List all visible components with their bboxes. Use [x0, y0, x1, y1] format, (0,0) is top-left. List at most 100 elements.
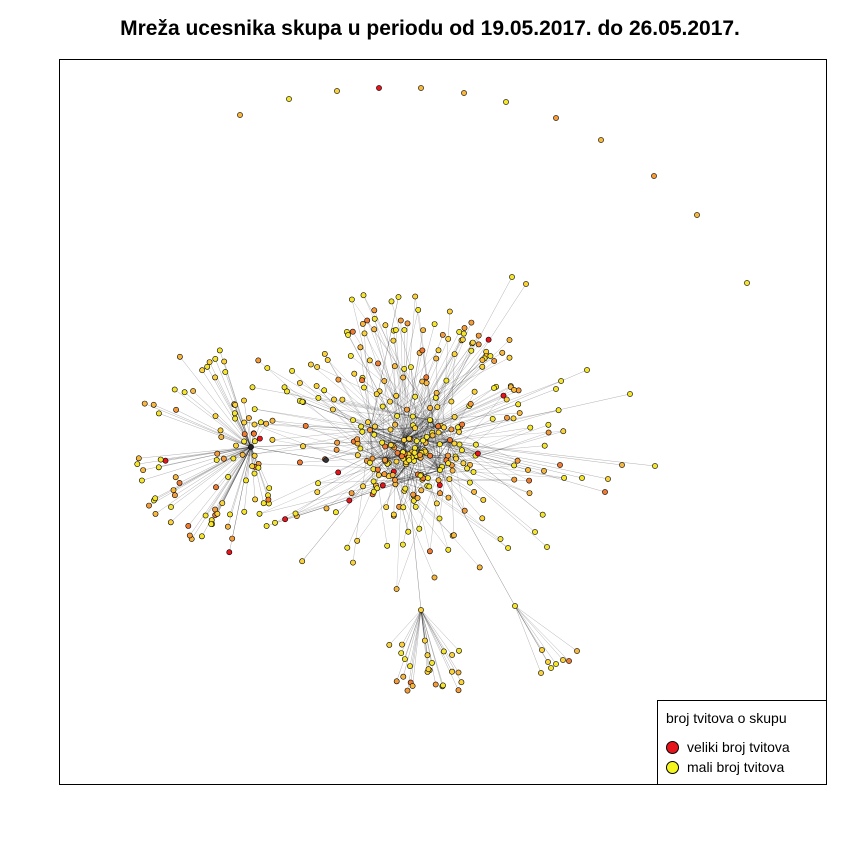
network-node — [425, 666, 432, 673]
network-node — [152, 511, 159, 517]
network-node — [414, 495, 421, 501]
network-node — [409, 413, 416, 420]
network-node — [241, 508, 248, 515]
network-node — [497, 536, 504, 542]
network-node — [299, 558, 306, 565]
network-edge — [403, 403, 471, 441]
network-node — [202, 512, 209, 519]
network-node — [359, 320, 366, 327]
network-node — [445, 546, 452, 553]
network-node — [241, 397, 247, 404]
network-node — [456, 328, 463, 335]
network-node — [387, 426, 394, 433]
network-node — [515, 401, 522, 408]
network-node — [466, 479, 473, 486]
network-edge — [349, 459, 386, 501]
network-node — [694, 212, 700, 218]
network-edge — [369, 357, 510, 431]
network-node — [351, 370, 358, 377]
network-node — [460, 460, 467, 467]
network-node — [440, 648, 447, 655]
network-node — [155, 410, 162, 417]
network-node — [420, 327, 426, 333]
network-node — [141, 400, 148, 407]
network-edge — [385, 325, 405, 441]
network-edge — [205, 446, 252, 516]
network-node — [251, 438, 258, 445]
network-node — [345, 332, 351, 338]
network-node — [214, 510, 221, 517]
network-edge — [439, 427, 459, 471]
network-node — [289, 367, 295, 374]
network-node — [213, 457, 220, 463]
network-node — [379, 403, 386, 410]
network-node — [458, 447, 465, 454]
network-node — [526, 477, 532, 484]
network-edge — [357, 419, 431, 456]
network-edge — [403, 339, 489, 441]
network-edge — [439, 469, 465, 511]
network-node — [332, 509, 339, 516]
network-edge — [384, 335, 479, 461]
network-edge — [403, 386, 497, 441]
network-node — [467, 400, 474, 407]
network-node — [435, 423, 441, 430]
network-edge — [369, 296, 399, 431]
network-edge — [305, 425, 386, 461]
network-edge — [274, 469, 441, 524]
network-node — [525, 467, 531, 473]
network-node — [401, 327, 408, 333]
network-node — [471, 388, 478, 395]
network-node — [423, 433, 430, 440]
network-node — [407, 364, 414, 370]
network-edge — [217, 446, 252, 454]
network-edge — [423, 439, 583, 479]
network-edge — [403, 380, 447, 441]
network-edge — [158, 413, 252, 448]
network-node — [411, 449, 418, 456]
network-edge — [423, 439, 536, 533]
network-node — [506, 354, 513, 361]
network-node — [545, 659, 551, 665]
network-node — [545, 429, 552, 436]
network-node — [225, 473, 231, 480]
network-node — [360, 483, 366, 490]
network-node — [171, 386, 178, 393]
network-edge — [514, 605, 543, 651]
network-node — [432, 681, 439, 688]
network-edge — [373, 439, 405, 470]
network-node — [399, 541, 406, 548]
network-node — [410, 497, 417, 504]
network-node — [255, 464, 262, 471]
network-node — [390, 511, 397, 518]
network-node — [389, 472, 396, 478]
network-edge — [369, 381, 423, 431]
network-node — [237, 112, 243, 118]
network-edge — [305, 425, 371, 431]
legend-swatch-red — [666, 740, 679, 754]
network-node — [381, 471, 388, 478]
network-node — [365, 419, 371, 426]
network-node — [503, 396, 510, 403]
network-node — [374, 466, 381, 473]
network-edge — [214, 446, 252, 510]
chart-title: Mreža ucesnika skupa u periodu od 19.05.… — [120, 17, 740, 40]
network-node — [354, 537, 361, 544]
network-edge — [396, 609, 422, 682]
network-node — [251, 406, 258, 412]
network-edge — [412, 609, 422, 687]
network-node — [539, 511, 546, 518]
network-edge — [384, 459, 501, 540]
network-edge — [229, 446, 252, 515]
network-node — [314, 364, 320, 370]
network-node — [176, 479, 183, 486]
network-node — [468, 319, 475, 326]
network-node — [555, 407, 562, 414]
network-edge — [420, 609, 459, 673]
network-node — [487, 353, 494, 359]
network-edge — [222, 446, 252, 504]
network-node — [440, 424, 447, 431]
network-node — [574, 648, 580, 654]
network-edge — [403, 355, 487, 441]
network-edge — [514, 605, 564, 661]
